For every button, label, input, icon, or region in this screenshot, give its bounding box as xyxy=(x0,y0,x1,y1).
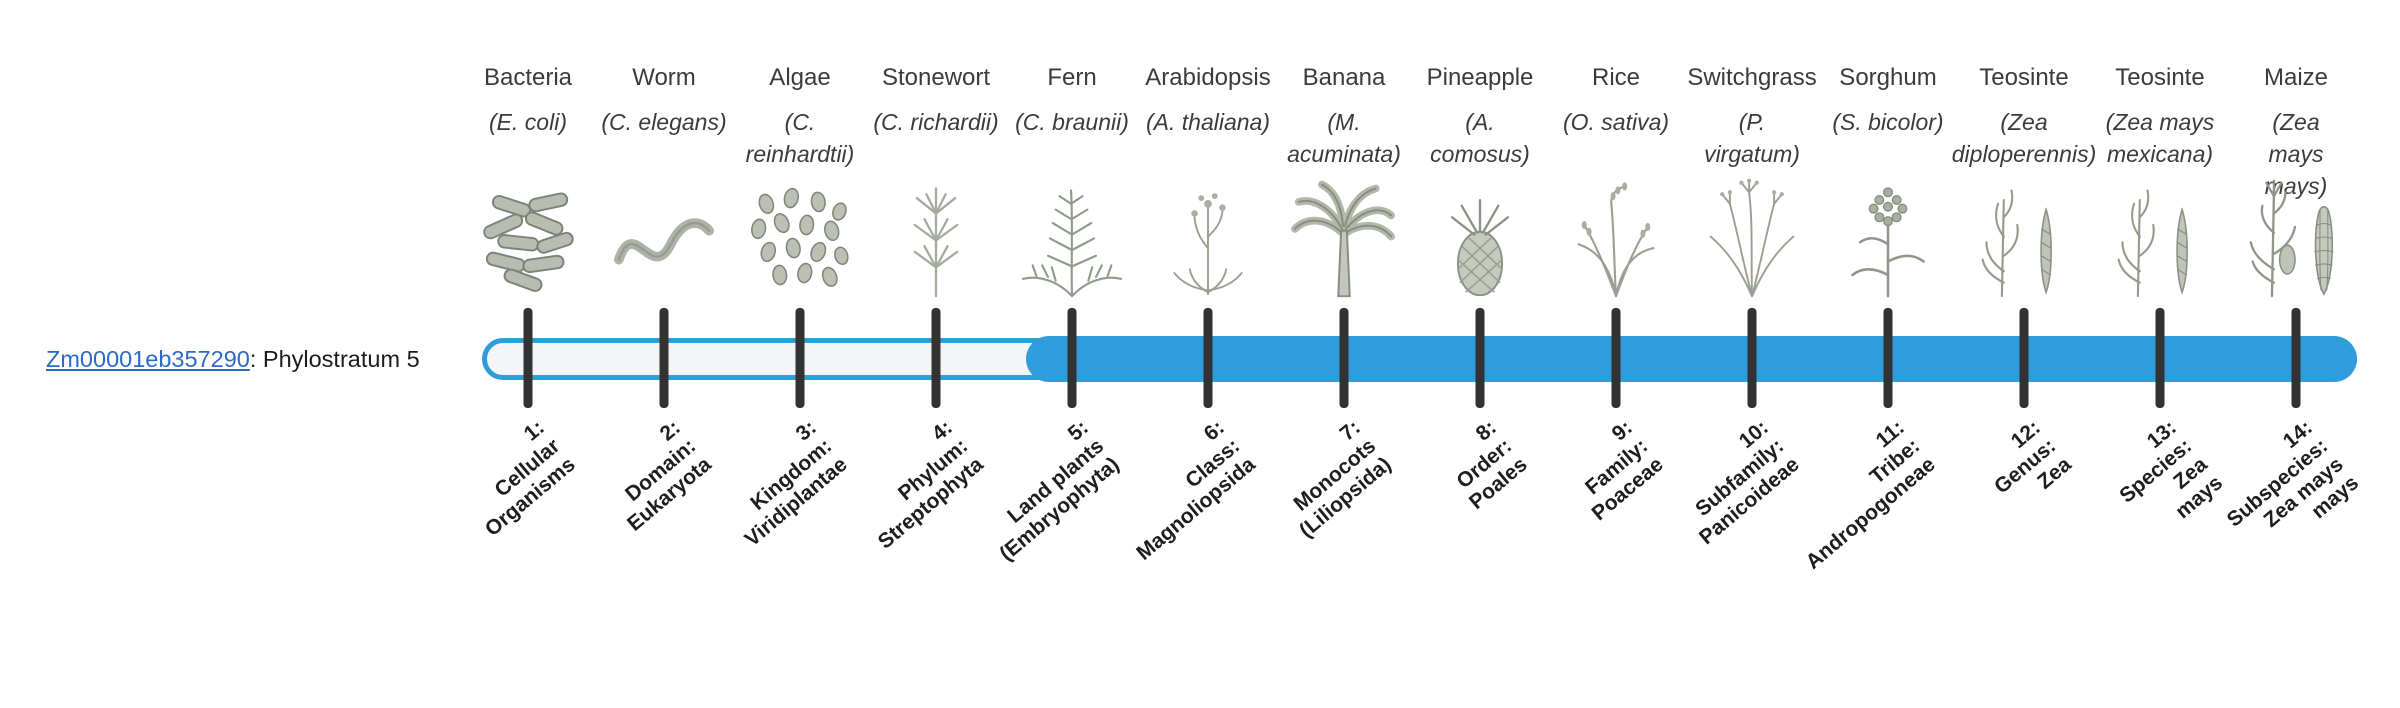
organism-name: Switchgrass xyxy=(1687,64,1817,91)
organism-name: Worm xyxy=(632,64,696,91)
phylostratum-tick-9 xyxy=(1611,308,1621,408)
organism-species-name: (O. sativa) xyxy=(1562,109,1670,135)
organism-name: Pineapple xyxy=(1426,64,1534,91)
organism-name: Banana xyxy=(1302,64,1386,91)
gene-label: Zm00001eb357290: Phylostratum 5 xyxy=(46,346,420,373)
phylostrata-bar-fill xyxy=(1026,336,2357,382)
phylostratum-tick-2 xyxy=(659,308,669,408)
fern-icon xyxy=(1007,175,1137,300)
stonewort-icon xyxy=(871,175,1001,300)
organism-species-name: (C. braunii) xyxy=(1015,109,1129,135)
organism-species-name: (A. comosus) xyxy=(1430,109,1530,167)
gene-id-link[interactable]: Zm00001eb357290 xyxy=(46,346,250,372)
switchgrass-icon xyxy=(1687,175,1817,300)
gene-phylostratum-text: : Phylostratum 5 xyxy=(249,346,420,372)
organism-name: Arabidopsis xyxy=(1145,64,1271,91)
organism-name: Fern xyxy=(1047,64,1097,91)
organism-name: Algae xyxy=(769,64,831,91)
rice-icon xyxy=(1551,175,1681,300)
phylostratum-tick-4 xyxy=(931,308,941,408)
teosinte-icon xyxy=(1959,175,2089,300)
phylostratum-tick-10 xyxy=(1747,308,1757,408)
phylostratum-tick-3 xyxy=(795,308,805,408)
organism-species-name: (P. virgatum) xyxy=(1704,109,1800,167)
banana-icon xyxy=(1279,175,1409,300)
organism-species-name: (Zea mays mays) xyxy=(2264,109,2328,199)
algae-icon xyxy=(735,175,865,300)
organism-species-name: (E. coli) xyxy=(489,109,567,135)
organism-name: Maize xyxy=(2263,64,2329,91)
organism-name: Rice xyxy=(1591,64,1641,91)
organism-species-name: (Zea diploperennis) xyxy=(1951,109,2097,167)
organism-species-name: (A. thaliana) xyxy=(1145,109,1271,135)
organism-name: Stonewort xyxy=(881,64,991,91)
worm-icon xyxy=(599,175,729,300)
phylostratum-tick-12 xyxy=(2019,308,2029,408)
organism-species-name: (S. bicolor) xyxy=(1832,109,1944,135)
organism-name: Teosinte xyxy=(2115,64,2205,91)
organism-species-name: (Zea mays mexicana) xyxy=(2105,109,2215,167)
arabidopsis-icon xyxy=(1143,175,1273,300)
pineapple-icon xyxy=(1415,175,1545,300)
phylostratum-tick-6 xyxy=(1203,308,1213,408)
phylostratum-tick-13 xyxy=(2155,308,2165,408)
phylostratum-tick-11 xyxy=(1883,308,1893,408)
organism-name: Sorghum xyxy=(1839,64,1937,91)
phylostratum-tick-5 xyxy=(1067,308,1077,408)
organism-species-name: (C. richardii) xyxy=(873,109,999,135)
phylostratigraphy-diagram: Zm00001eb357290: Phylostratum 5 Bacteria… xyxy=(46,64,2363,574)
phylostratum-tick-14 xyxy=(2291,308,2301,408)
bacteria-icon xyxy=(463,175,593,300)
phylostratum-tick-7 xyxy=(1339,308,1349,408)
organism-species-name: (C. reinhardtii) xyxy=(745,109,855,167)
phylostratum-tick-1 xyxy=(523,308,533,408)
organism-name: Bacteria xyxy=(483,64,573,91)
organism-name: Teosinte xyxy=(1979,64,2069,91)
organism-species-name: (M. acuminata) xyxy=(1287,109,1401,167)
teosinte-icon xyxy=(2095,175,2225,300)
sorghum-icon xyxy=(1823,175,1953,300)
phylostratum-tick-8 xyxy=(1475,308,1485,408)
organism-species-name: (C. elegans) xyxy=(601,109,727,135)
maize-icon xyxy=(2231,175,2361,300)
